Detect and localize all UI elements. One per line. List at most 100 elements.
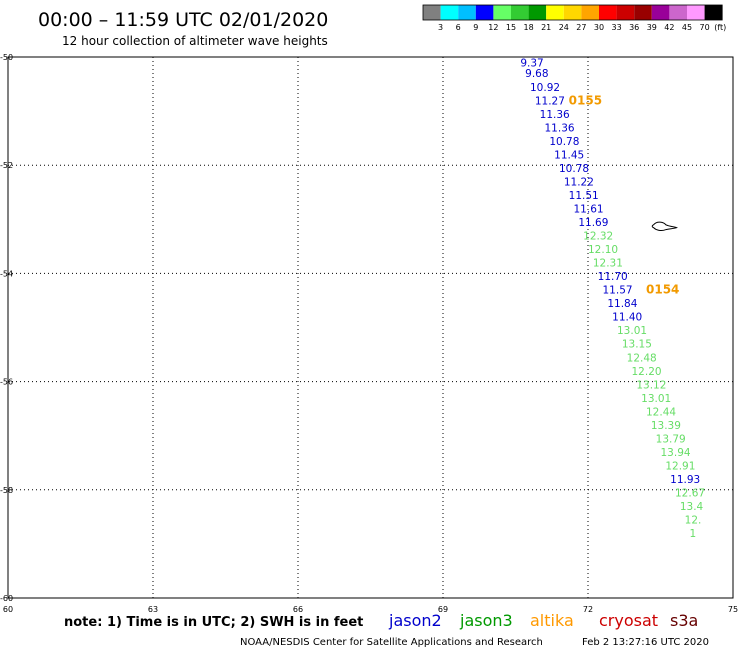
scale-swatch [616,5,635,20]
scale-value-label: 15 [506,23,516,32]
wave-height-label: 12.44 [646,406,676,418]
wave-height-label: 9.37 [520,57,543,69]
scale-swatch [423,5,441,20]
wave-height-label: 11.51 [569,190,599,202]
wave-height-label: 11.22 [564,176,594,188]
scale-value-label: 45 [682,23,692,32]
scale-swatch [511,5,529,20]
scale-value-label: 39 [647,23,657,32]
y-tick-label: -56 [0,378,13,387]
footer-note: note: 1) Time is in UTC; 2) SWH is in fe… [64,615,363,630]
scale-swatch [599,5,617,20]
wave-height-label: 11.57 [603,285,633,297]
satellite-legend-s3a: s3a [670,611,698,630]
wave-height-label: 10.92 [530,82,560,94]
wave-height-label: 13.15 [622,339,652,351]
scale-swatch [563,5,582,20]
wave-height-label: 13.12 [636,379,666,391]
satellite-legend-cryosat: cryosat [599,611,658,630]
scale-value-label: 27 [576,23,586,32]
pass-time-label: 0155 [569,93,602,107]
scale-swatch [669,5,687,20]
wave-height-label: 12.10 [588,244,618,256]
scale-swatch [581,5,599,20]
y-tick-label: -58 [0,486,13,495]
scale-value-label: 12 [488,23,498,32]
wave-height-label: 12.31 [593,258,623,270]
wave-height-label: 9.68 [525,68,548,80]
x-tick-label: 60 [3,605,13,614]
wave-height-label: 13.94 [661,447,691,459]
scale-swatch [651,5,670,20]
map-title: 00:00 – 11:59 UTC 02/01/2020 [38,9,328,31]
wave-height-label: 12.20 [632,366,662,378]
map-subtitle: 12 hour collection of altimeter wave hei… [62,34,328,48]
island-outline [651,221,678,232]
scale-swatch [546,5,564,20]
satellite-legend: jason2 jason3 altika cryosat s3a [388,611,698,630]
wave-height-label: 13.01 [641,393,671,405]
wave-height-label: 11.27 [535,95,565,107]
scale-value-label: 30 [594,23,604,32]
scale-swatch [687,5,705,20]
scale-value-label: 24 [559,23,569,32]
scale-value-label: 9 [473,23,478,32]
wave-height-label: 13.01 [617,325,647,337]
wave-height-label: 11.40 [612,312,642,324]
wave-height-label: 13.79 [656,433,686,445]
scale-value-label: 36 [629,23,639,32]
wave-height-label: 1 [690,528,697,540]
scale-swatch [458,5,476,20]
wave-height-label: 11.36 [545,122,575,134]
scale-value-label: 42 [664,23,674,32]
x-tick-label: 72 [583,605,593,614]
wave-height-label: 11.61 [574,203,604,215]
scale-value-label: 6 [456,23,461,32]
pass-labels: 0155 0154 [569,93,680,296]
map-grid [7,56,734,599]
scale-swatch [528,5,547,20]
scale-value-label: 33 [612,23,622,32]
color-scale-legend: 3 6 9 12 15 18 21 24 27 30 33 36 39 42 45 70 (ft) [422,4,726,32]
y-tick-label: -50 [0,53,13,62]
footer-credit: NOAA/NESDIS Center for Satellite Applica… [240,637,543,648]
y-tick-label: -60 [0,594,13,603]
wave-height-label: 12.48 [627,352,657,364]
wave-height-label: 11.36 [540,109,570,121]
scale-swatch [440,5,459,20]
wave-height-label: 13.4 [680,501,704,513]
wave-height-label: 12.91 [665,460,695,472]
scale-swatch [475,5,494,20]
pass-time-label: 0154 [646,283,679,297]
x-tick-label: 75 [728,605,738,614]
x-tick-label: 66 [293,605,303,614]
satellite-legend-jason2: jason2 [388,611,442,630]
wave-height-label: 10.78 [549,136,579,148]
footer-timestamp: Feb 2 13:27:16 UTC 2020 [582,637,709,648]
x-tick-label: 69 [438,605,448,614]
scale-value-label: 21 [541,23,551,32]
scale-value-label: 3 [438,23,443,32]
scale-border [422,4,723,21]
wave-height-label: 12.67 [675,488,705,500]
scale-swatch [493,5,511,20]
wave-height-label: 11.45 [554,149,584,161]
x-tick-label: 63 [148,605,158,614]
wave-height-label: 10.78 [559,163,589,175]
scale-swatch [704,5,723,20]
y-tick-label: -52 [0,161,13,170]
wave-height-label: 11.69 [578,217,608,229]
satellite-legend-altika: altika [530,611,574,630]
y-tick-label: -54 [0,269,13,278]
scale-unit-label: (ft) [714,23,726,32]
wave-height-label: 12. [685,515,702,527]
satellite-legend-jason3: jason3 [459,611,513,630]
wave-height-label: 11.84 [607,298,637,310]
scale-value-label: 70 [700,23,710,32]
map-frame [7,56,734,599]
wave-height-observations: 9.379.6810.9211.2711.3611.3610.7811.4510… [520,57,705,540]
wave-height-label: 11.93 [670,474,700,486]
wave-height-label: 12.32 [583,231,613,243]
wave-height-label: 13.39 [651,420,681,432]
